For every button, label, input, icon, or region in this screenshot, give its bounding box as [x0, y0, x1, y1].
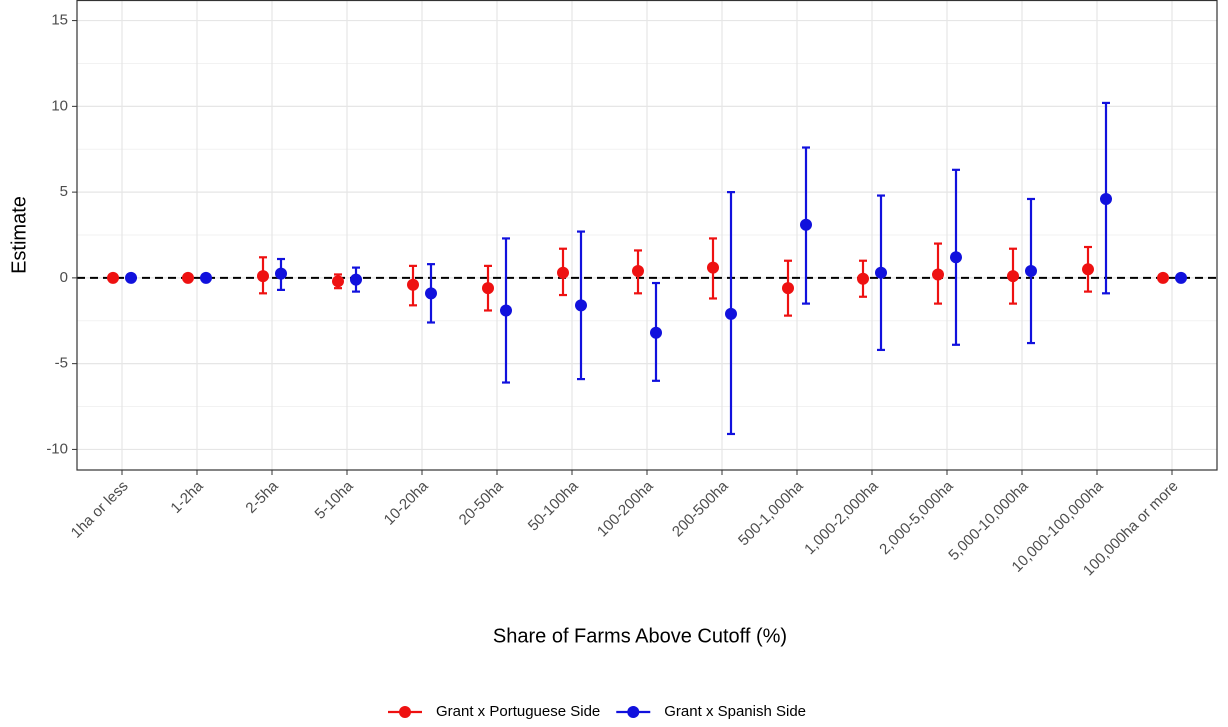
x-tick-label: 1ha or less: [68, 478, 132, 542]
x-tick-label: 5-10ha: [312, 477, 358, 523]
point: [707, 261, 719, 274]
x-tick-label: 2-5ha: [242, 477, 282, 517]
point: [725, 307, 737, 320]
point: [332, 275, 344, 288]
x-tick-label: 1,000-2,000ha: [801, 477, 882, 558]
point: [200, 271, 212, 284]
point: [1175, 271, 1187, 284]
y-tick-label: 5: [60, 183, 68, 200]
x-tick-label: 5,000-10,000ha: [945, 477, 1032, 564]
point: [575, 299, 587, 312]
point: [632, 265, 644, 278]
point: [257, 270, 269, 283]
point: [125, 271, 137, 284]
x-tick-label: 1-2ha: [167, 477, 207, 517]
point: [482, 282, 494, 295]
y-axis-title: Estimate: [8, 196, 30, 274]
point: [557, 266, 569, 279]
point: [1082, 263, 1094, 276]
y-tick-label: -10: [46, 440, 68, 457]
point: [782, 282, 794, 295]
point: [500, 304, 512, 317]
point: [107, 271, 119, 284]
point: [182, 271, 194, 284]
point: [1007, 270, 1019, 283]
point: [275, 267, 287, 280]
point: [950, 251, 962, 264]
x-tick-label: 10-20ha: [381, 477, 432, 528]
point: [932, 268, 944, 281]
point: [407, 278, 419, 291]
plot-border: [76, 0, 1218, 471]
point: [1100, 192, 1112, 205]
point: [800, 218, 812, 231]
y-tick-label: 0: [60, 269, 68, 286]
point: [1157, 271, 1169, 284]
point: [857, 272, 869, 285]
y-tick-label: 15: [51, 12, 68, 29]
point: [650, 326, 662, 339]
x-tick-label: 20-50ha: [456, 477, 507, 528]
legend-marker: [627, 706, 640, 718]
x-tick-label: 200-500ha: [669, 477, 732, 540]
x-tick-label: 50-100ha: [525, 477, 582, 534]
y-tick-label: 10: [51, 97, 68, 114]
x-tick-label: 2,000-5,000ha: [876, 477, 957, 558]
y-tick-label: -5: [55, 355, 68, 372]
x-tick-label: 500-1,000ha: [735, 477, 807, 549]
legend-label: Grant x Portuguese Side: [436, 703, 600, 720]
x-axis-title: Share of Farms Above Cutoff (%): [493, 625, 787, 647]
legend-label: Grant x Spanish Side: [664, 703, 806, 720]
point: [425, 287, 437, 300]
x-tick-label: 100-200ha: [594, 477, 657, 540]
legend-marker: [399, 706, 411, 718]
point: [350, 273, 362, 286]
point: [875, 266, 887, 279]
point: [1025, 265, 1037, 278]
